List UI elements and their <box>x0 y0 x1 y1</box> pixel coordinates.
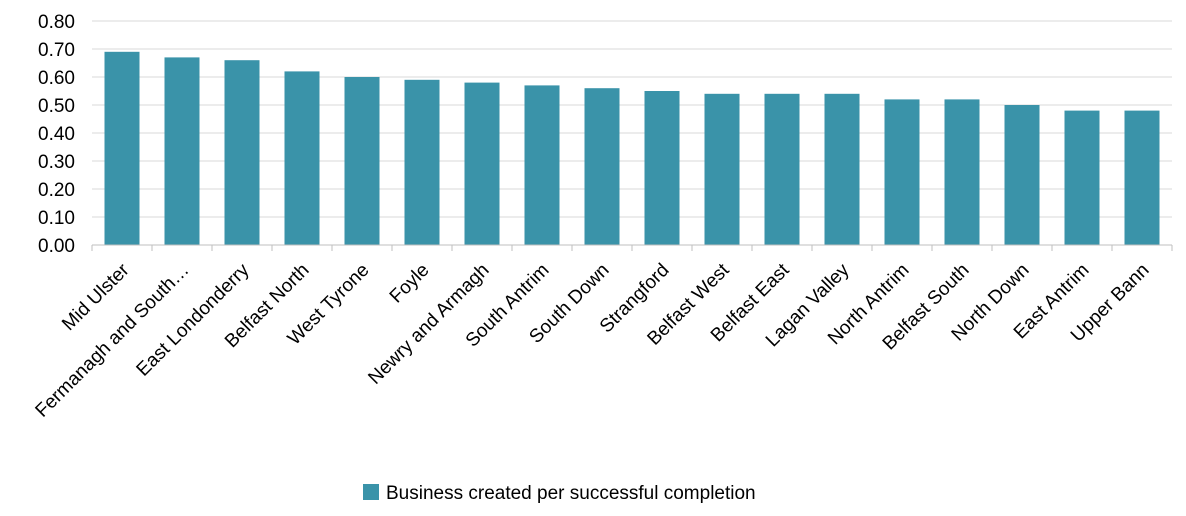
bar <box>1004 105 1040 245</box>
x-category-label: East Londonderry <box>133 259 254 380</box>
bar <box>1064 110 1100 245</box>
y-tick-label: 0.40 <box>38 124 75 145</box>
x-axis <box>91 244 1173 251</box>
y-tick-label: 0.80 <box>38 12 75 33</box>
y-tick-label: 0.50 <box>38 96 75 117</box>
legend: Business created per successful completi… <box>363 483 756 504</box>
x-category-label: Foyle <box>386 260 434 308</box>
bar <box>524 85 560 246</box>
bar <box>944 99 980 246</box>
y-tick-label: 0.30 <box>38 152 75 173</box>
bar <box>404 79 440 245</box>
y-tick-label: 0.60 <box>38 68 75 89</box>
y-tick-label: 0.10 <box>38 208 75 229</box>
bar <box>644 91 680 245</box>
legend-swatch <box>363 484 379 500</box>
y-tick-label: 0.70 <box>38 40 75 61</box>
y-tick-label: 0.00 <box>38 236 75 257</box>
y-axis-tick-labels: 0.00 0.10 0.20 0.30 0.40 0.50 0.60 0.70 0.80 <box>38 12 75 257</box>
bar <box>824 93 860 245</box>
bar <box>764 93 800 245</box>
bar <box>704 93 740 245</box>
y-tick-label: 0.20 <box>38 180 75 201</box>
bar <box>224 60 260 246</box>
bar <box>104 51 140 245</box>
bar <box>344 77 380 245</box>
bar <box>164 57 200 246</box>
bars <box>104 51 1160 246</box>
bar <box>584 88 620 245</box>
bar <box>884 99 920 246</box>
gridlines <box>92 20 1172 218</box>
legend-label: Business created per successful completi… <box>386 483 756 504</box>
bar <box>284 71 320 246</box>
bar <box>464 82 500 245</box>
bar <box>1124 110 1160 245</box>
